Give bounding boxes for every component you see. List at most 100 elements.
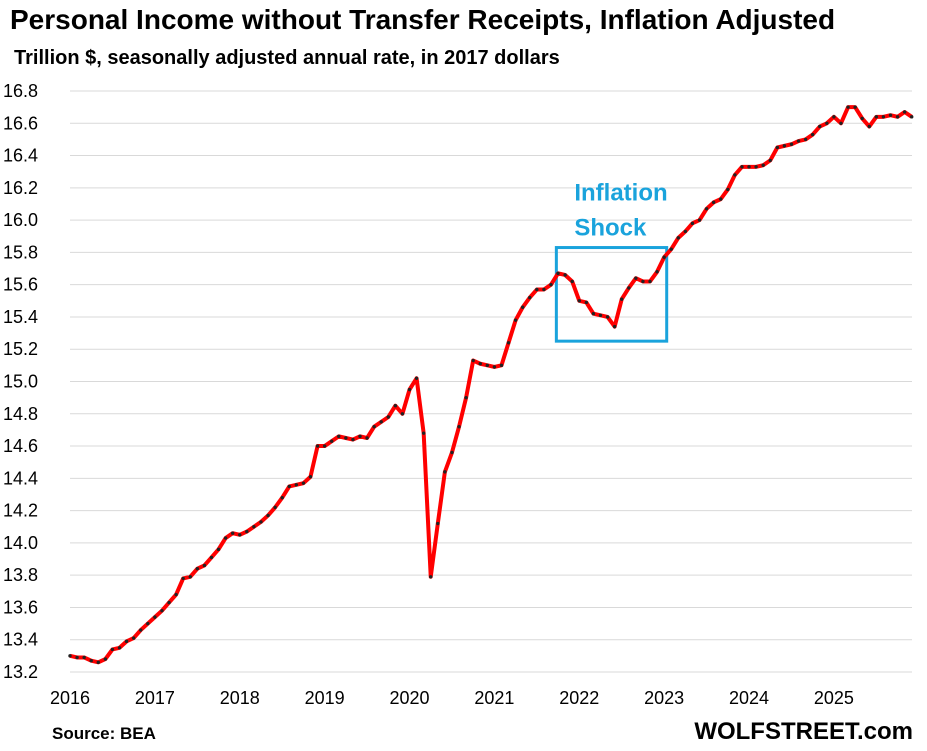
data-point xyxy=(68,654,72,658)
data-point xyxy=(697,218,702,222)
data-point xyxy=(704,207,709,211)
data-point xyxy=(563,273,567,277)
data-point xyxy=(330,439,334,443)
data-point xyxy=(464,395,468,400)
data-point xyxy=(726,187,730,192)
y-tick-label: 14.6 xyxy=(3,436,38,456)
data-point xyxy=(358,434,362,439)
data-point xyxy=(153,615,157,619)
data-point xyxy=(506,341,511,345)
data-point xyxy=(499,363,504,368)
data-point xyxy=(103,657,108,661)
data-point xyxy=(598,313,603,318)
data-point xyxy=(89,659,93,663)
y-tick-label: 15.8 xyxy=(3,242,38,262)
data-point xyxy=(549,282,553,287)
data-point xyxy=(209,555,214,560)
data-point xyxy=(895,115,900,119)
data-point xyxy=(627,286,631,290)
data-point xyxy=(577,299,581,303)
annotation-text-line-2: Shock xyxy=(574,215,647,242)
x-tick-label: 2025 xyxy=(814,688,854,708)
data-point xyxy=(584,300,589,305)
data-point xyxy=(825,121,829,125)
data-point xyxy=(160,608,164,613)
data-point xyxy=(528,295,532,300)
x-tick-label: 2017 xyxy=(135,688,175,708)
data-point xyxy=(294,483,299,487)
data-point xyxy=(612,324,617,329)
data-point xyxy=(124,639,129,644)
x-tick-label: 2016 xyxy=(50,688,90,708)
data-point xyxy=(110,647,115,652)
y-tick-label: 16.8 xyxy=(3,81,38,101)
data-point xyxy=(485,363,490,368)
x-tick-label: 2023 xyxy=(644,688,684,708)
data-point xyxy=(245,529,249,534)
y-tick-label: 16.0 xyxy=(3,210,38,230)
data-point xyxy=(308,475,313,479)
data-point xyxy=(789,142,794,146)
data-point xyxy=(669,247,673,251)
data-point xyxy=(400,412,405,416)
data-point xyxy=(747,165,751,169)
data-point xyxy=(202,563,207,568)
data-point xyxy=(620,297,624,301)
data-point xyxy=(591,312,596,316)
data-point xyxy=(683,229,688,234)
y-tick-label: 15.0 xyxy=(3,372,38,392)
data-point xyxy=(117,646,122,650)
y-tick-label: 13.8 xyxy=(3,565,38,585)
data-point xyxy=(315,444,320,448)
x-tick-label: 2021 xyxy=(474,688,514,708)
data-point xyxy=(888,113,893,117)
data-point xyxy=(174,592,178,597)
data-point xyxy=(280,496,284,500)
data-point xyxy=(167,600,171,605)
source-note: Source: BEA xyxy=(52,724,156,743)
data-point xyxy=(690,221,695,226)
y-tick-label: 16.6 xyxy=(3,113,38,133)
data-point xyxy=(796,139,801,143)
data-point xyxy=(131,636,136,640)
data-point xyxy=(535,287,539,292)
y-tick-label: 13.2 xyxy=(3,662,38,682)
data-point xyxy=(818,124,822,129)
grid-lines xyxy=(70,90,912,673)
data-point xyxy=(393,404,398,408)
data-point xyxy=(146,621,150,626)
y-tick-label: 14.2 xyxy=(3,501,38,521)
data-point xyxy=(846,105,850,109)
data-point xyxy=(641,279,645,284)
data-point xyxy=(344,436,348,440)
x-tick-label: 2018 xyxy=(220,688,260,708)
data-point xyxy=(407,387,412,392)
data-point xyxy=(386,415,390,419)
data-point xyxy=(782,144,787,148)
data-point xyxy=(223,536,228,540)
data-point xyxy=(853,105,857,109)
y-tick-label: 16.2 xyxy=(3,178,38,198)
annotation-text-line-1: Inflation xyxy=(574,180,667,207)
data-point xyxy=(216,547,221,552)
data-point xyxy=(259,520,263,524)
series-line xyxy=(69,105,913,665)
y-tick-label: 15.2 xyxy=(3,339,38,359)
chart-subtitle: Trillion $, seasonally adjusted annual r… xyxy=(14,47,560,69)
x-tick-label: 2024 xyxy=(729,688,769,708)
data-point xyxy=(902,110,907,114)
data-point xyxy=(570,279,574,284)
data-point xyxy=(379,420,383,424)
x-tick-label: 2019 xyxy=(305,688,345,708)
data-point xyxy=(634,276,638,280)
series xyxy=(68,105,914,665)
y-tick-label: 15.4 xyxy=(3,307,38,327)
data-point xyxy=(301,481,306,485)
data-point xyxy=(605,315,610,319)
y-tick-label: 13.4 xyxy=(3,630,38,650)
x-tick-label: 2022 xyxy=(559,688,599,708)
y-tick-label: 14.0 xyxy=(3,533,38,553)
data-point xyxy=(775,145,780,150)
data-point xyxy=(832,115,836,119)
